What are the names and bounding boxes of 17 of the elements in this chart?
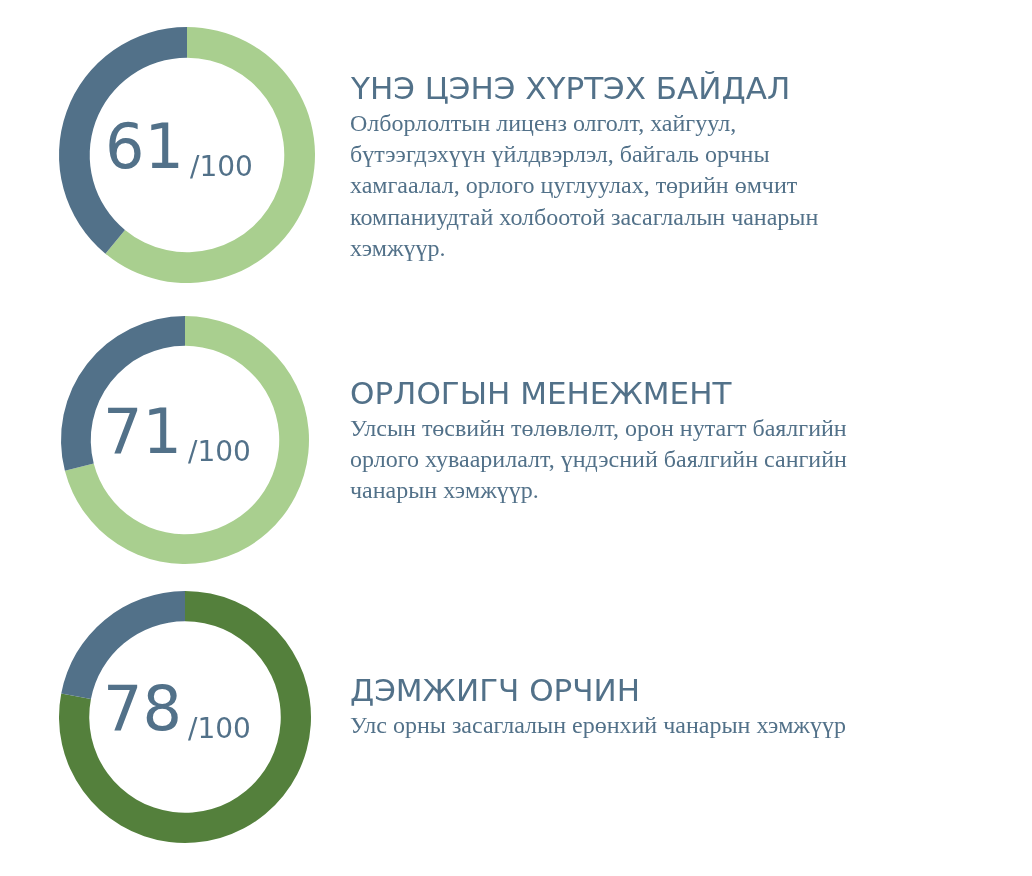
text: ОРЛОГЫН МЕНЕЖМЕНТ: [350, 375, 733, 411]
donut-slice: [59, 27, 187, 254]
text: /100: [188, 435, 251, 468]
text: Олборлолтын лиценз олголт, хайгуул, бүтээгдэхүүн үйлдвэрлэл, байгаль орчны хамгаалал, орлого цуглуулах, төрийн өмчит компаниудтай холбоотой засаглалын чанарын хэмжүүр.: [350, 110, 819, 261]
donut-slice: [59, 591, 311, 843]
text: 78: [103, 672, 182, 745]
text: Улс орны засаглалын ерөнхий чанарын хэмжүүр: [350, 712, 846, 738]
text: ДЭМЖИГЧ ОРЧИН: [350, 672, 641, 708]
text: ҮНЭ ЦЭНЭ ХҮРТЭХ БАЙДАЛ: [350, 70, 791, 106]
donut-slice: [61, 316, 185, 471]
text: /100: [190, 150, 253, 183]
text: 71: [103, 395, 182, 468]
text: 61: [105, 110, 184, 183]
donut-slice: [64, 316, 309, 564]
donut-slice: [105, 27, 315, 283]
text: Улсын төсвийн төлөвлөлт, орон нутагт баялгийн орлого хуваарилалт, үндэсний баялгийн сангийн чанарын хэмжүүр.: [350, 415, 848, 504]
text: /100: [188, 712, 251, 745]
